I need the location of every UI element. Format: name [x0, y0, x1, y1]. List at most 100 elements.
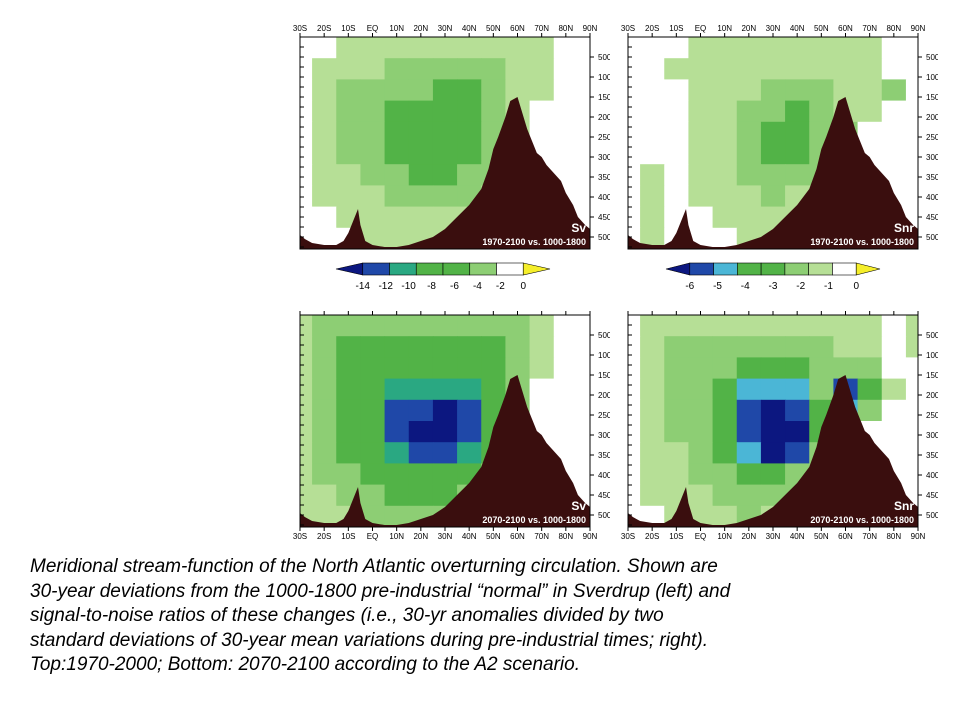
heat-cell: [664, 100, 689, 123]
heat-cell: [785, 121, 810, 144]
y-tick-label: 1500: [926, 93, 938, 102]
x-tick-label: 80N: [558, 24, 573, 33]
heatmap-top-left: 30S 20S 10S EQ 10N 20N 30N 40N 50N 60N 70N 80N 90N 50…: [293, 24, 610, 250]
heat-cell: [785, 399, 810, 422]
x-tick-label: 20S: [645, 532, 659, 541]
heat-cell: [760, 37, 786, 59]
x-tick-label: 40N: [790, 24, 805, 33]
heat-cell: [300, 58, 313, 80]
y-tick-label: 3500: [926, 451, 938, 460]
heat-cell: [760, 315, 786, 337]
topography-mask: [628, 97, 918, 249]
x-tick-label: 60N: [838, 24, 853, 33]
x-tick-label: 30N: [766, 532, 781, 541]
colorbar-tick-label: 0: [520, 281, 526, 292]
heat-cell: [712, 185, 738, 208]
colorbar-tick-label: -1: [824, 281, 833, 292]
heat-cell: [481, 357, 506, 380]
heat-cell: [736, 336, 762, 358]
heat-cell: [432, 421, 458, 443]
heat-cell: [457, 421, 482, 443]
x-tick-label: 90N: [583, 532, 598, 541]
heat-cell: [628, 58, 641, 80]
heat-cell: [628, 121, 641, 144]
x-tick-label: EQ: [367, 532, 379, 541]
heat-cell: [905, 421, 918, 443]
heat-cell: [481, 378, 506, 401]
heat-cell: [628, 185, 641, 208]
heat-cell: [505, 37, 531, 59]
heat-cell: [833, 58, 859, 80]
heat-cell: [736, 100, 762, 123]
heat-cell: [577, 164, 590, 186]
heat-cell: [760, 79, 786, 102]
colorbar-swatch: [760, 262, 786, 276]
heat-cell: [553, 100, 579, 123]
y-tick-label: 4500: [926, 491, 938, 500]
heat-cell: [664, 336, 689, 358]
heat-cell: [360, 79, 386, 102]
x-tick-label: 10S: [669, 532, 683, 541]
heat-cell: [529, 121, 555, 144]
heat-cell: [688, 336, 714, 358]
heat-cell: [553, 399, 579, 422]
heat-cell: [312, 463, 337, 486]
heat-cell: [505, 79, 531, 102]
heat-cell: [712, 421, 738, 443]
heat-cell: [905, 185, 918, 208]
heat-cell: [905, 164, 918, 186]
heat-cell: [408, 185, 434, 208]
heat-cell: [577, 185, 590, 208]
heat-cell: [809, 315, 834, 337]
heat-cell: [408, 399, 434, 422]
x-tick-label: 30S: [293, 24, 307, 33]
y-tick-label: 1000: [926, 351, 938, 360]
heat-cell: [360, 185, 386, 208]
heat-cell: [688, 378, 714, 401]
heat-cell: [712, 37, 738, 59]
heat-cell: [457, 79, 482, 102]
heat-cell: [312, 505, 337, 527]
y-tick-label: 3500: [598, 173, 610, 182]
heat-cell: [336, 58, 361, 80]
heat-cell: [857, 378, 883, 401]
heat-cell: [336, 100, 361, 123]
heat-cell: [481, 315, 506, 337]
heat-cell: [577, 79, 590, 102]
heat-cell: [833, 315, 859, 337]
heat-cell: [481, 58, 506, 80]
heat-cell: [384, 79, 410, 102]
heat-cell: [736, 357, 762, 380]
heat-cell: [628, 399, 641, 422]
heat-cell: [785, 164, 810, 186]
heat-cell: [408, 442, 434, 464]
field-label: Sv: [571, 499, 586, 513]
x-tick-label: 30N: [438, 532, 453, 541]
x-tick-label: 10S: [669, 24, 683, 33]
heat-cell: [785, 143, 810, 165]
heat-cell: [857, 100, 883, 123]
heat-cell: [640, 37, 665, 59]
heat-cell: [384, 121, 410, 144]
colorbar-swatch: [362, 262, 390, 276]
heat-cell: [408, 164, 434, 186]
heat-cell: [312, 100, 337, 123]
heat-cell: [553, 357, 579, 380]
x-tick-label: EQ: [695, 532, 707, 541]
heat-cell: [785, 357, 810, 380]
colorbar-tick-label: -6: [685, 281, 694, 292]
colorbar-tick-label: -10: [401, 281, 416, 292]
heat-cell: [760, 357, 786, 380]
heat-cell: [360, 442, 386, 464]
heat-cell: [664, 164, 689, 186]
y-tick-label: 3500: [598, 451, 610, 460]
heat-cell: [640, 463, 665, 486]
heat-cell: [760, 399, 786, 422]
y-tick-label: 4000: [598, 193, 610, 202]
heat-cell: [664, 378, 689, 401]
y-tick-label: 4500: [926, 213, 938, 222]
heat-cell: [432, 399, 458, 422]
colorbar-end: [335, 262, 364, 276]
heat-cell: [857, 79, 883, 102]
colorbar-tick-label: -8: [427, 281, 436, 292]
